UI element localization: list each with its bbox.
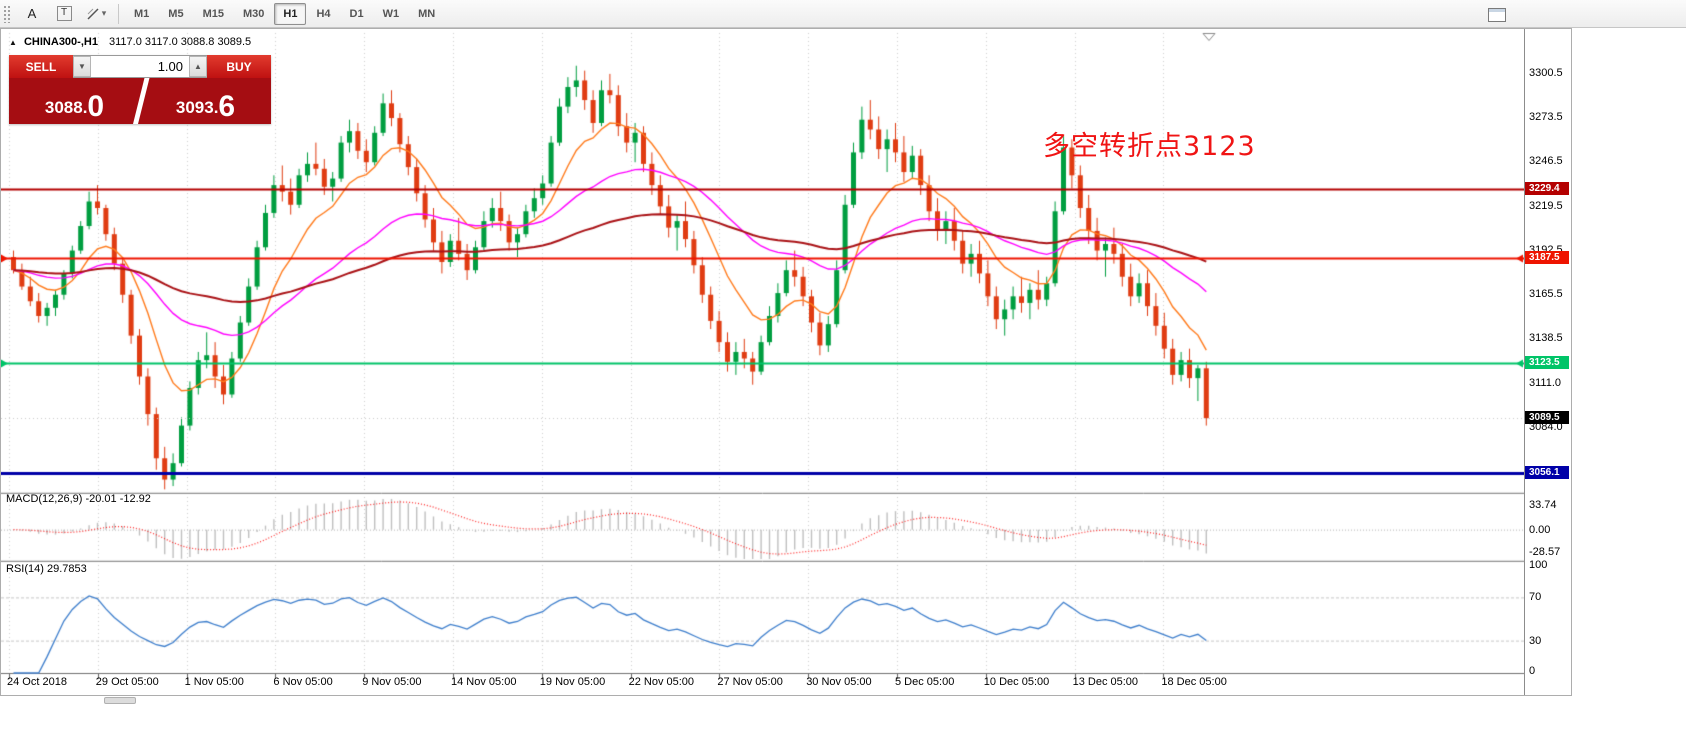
sell-price-main: 3088. xyxy=(44,98,88,117)
chart-annotation: 多空转折点3123 xyxy=(1043,131,1256,162)
buy-price[interactable]: 3093. 6 xyxy=(140,78,271,124)
volume-input[interactable]: 1.00 xyxy=(157,59,183,74)
buy-price-pip: 6 xyxy=(218,89,236,123)
price-tick: 3084.0 xyxy=(1529,421,1563,434)
time-tick-label: 29 Oct 05:00 xyxy=(95,676,159,688)
arrow-tool-label: A xyxy=(27,6,37,21)
trendline-icon xyxy=(87,7,99,20)
macd-min-tick: -28.57 xyxy=(1529,546,1561,558)
bid-ask-display: 3088. 0 3093. 6 xyxy=(9,78,271,124)
time-tick-label: 19 Nov 05:00 xyxy=(539,676,606,688)
chart-window: ▲ CHINA300-,H1 3117.0 3117.0 3088.8 3089… xyxy=(0,28,1572,696)
timeframe-m1[interactable]: M1 xyxy=(134,7,150,20)
chevron-down-icon: ▾ xyxy=(101,8,107,18)
collapse-panel-icon[interactable]: ▲ xyxy=(9,38,17,47)
time-tick-label: 6 Nov 05:00 xyxy=(273,676,333,688)
time-tick-label: 27 Nov 05:00 xyxy=(717,676,783,688)
sell-button[interactable]: SELL xyxy=(9,55,73,78)
price-tick: 3165.5 xyxy=(1529,287,1563,300)
time-tick-label: 9 Nov 05:00 xyxy=(362,676,422,688)
price-scale: 3300.5 3273.5 3246.5 3219.5 3192.5 3165.5 3138… xyxy=(1524,29,1571,695)
timeframe-m15[interactable]: M15 xyxy=(202,7,224,20)
macd-label: MACD(12,26,9) -20.01 -12.92 xyxy=(6,493,151,505)
timeframe-m5[interactable]: M5 xyxy=(168,7,184,20)
sell-price[interactable]: 3088. 0 xyxy=(9,78,140,124)
volume-increase-icon[interactable]: ▲ xyxy=(189,56,207,77)
price-level-badge: 3056.1 xyxy=(1525,465,1569,479)
line-studies-button[interactable]: ▾ xyxy=(80,2,112,26)
timeframe-m30[interactable]: M30 xyxy=(242,7,265,20)
time-tick-label: 13 Dec 05:00 xyxy=(1072,676,1139,688)
timeframe-h1[interactable]: H1 xyxy=(274,2,307,25)
timeframe-h4[interactable]: H4 xyxy=(316,7,331,20)
time-tick-label: 24 Oct 2018 xyxy=(7,676,67,688)
price-tick: 3219.5 xyxy=(1529,199,1563,212)
price-level-badge: 3187.5 xyxy=(1525,250,1569,264)
timeframe-d1[interactable]: D1 xyxy=(349,7,364,20)
arrow-tool-button[interactable]: A xyxy=(16,2,48,26)
window-icon xyxy=(1488,8,1506,22)
price-tick: 3246.5 xyxy=(1529,155,1563,168)
sell-button-label: SELL xyxy=(25,59,57,74)
rsi-level-tick: 30 xyxy=(1529,634,1542,647)
volume-dropdown-icon[interactable]: ▼ xyxy=(73,56,91,77)
one-click-panel: SELL ▼ 1.00 ▲ BUY 3088. 0 3093. xyxy=(9,55,271,124)
price-tick: 3111.0 xyxy=(1529,377,1562,390)
text-tool-button[interactable]: T xyxy=(48,2,80,26)
price-level-badge: 3229.4 xyxy=(1525,182,1569,196)
price-level-badge: 3123.5 xyxy=(1525,355,1569,369)
rsi-label: RSI(14) 29.7853 xyxy=(6,563,87,575)
price-level-badge: 3089.5 xyxy=(1525,411,1569,425)
time-tick-label: 10 Dec 05:00 xyxy=(983,676,1050,688)
chart-canvas[interactable] xyxy=(1,29,1524,695)
time-tick-label: 30 Nov 05:00 xyxy=(806,676,872,688)
price-tick: 3273.5 xyxy=(1529,111,1563,124)
volume-control: ▼ 1.00 ▲ xyxy=(73,55,207,78)
price-tick: 3138.5 xyxy=(1529,332,1563,345)
macd-zero-tick: 0.00 xyxy=(1529,523,1551,536)
time-axis: 24 Oct 2018 29 Oct 05:00 1 Nov 05:00 6 Nov … xyxy=(1,676,1524,692)
time-tick-label: 18 Dec 05:00 xyxy=(1161,676,1227,688)
timeframe-w1[interactable]: W1 xyxy=(382,7,400,20)
sell-price-pip: 0 xyxy=(87,89,105,123)
layout-button[interactable] xyxy=(1481,6,1513,24)
time-tick-label: 5 Dec 05:00 xyxy=(895,676,955,688)
time-tick-label: 22 Nov 05:00 xyxy=(628,676,695,688)
symbol-label: CHINA300-,H1 xyxy=(23,36,98,48)
time-tick-label: 14 Nov 05:00 xyxy=(451,676,517,688)
toolbar-separator xyxy=(118,3,119,24)
rsi-level-tick: 100 xyxy=(1529,559,1548,571)
price-tick: 3300.5 xyxy=(1529,67,1563,80)
chart-info: ▲ CHINA300-,H1 3117.0 3117.0 3088.8 3089… xyxy=(9,36,251,48)
text-tool-icon: T xyxy=(56,6,72,21)
toolbar-grip[interactable] xyxy=(3,4,12,23)
rsi-level-tick: 70 xyxy=(1529,591,1542,604)
timeframe-group: M1 M5 M15 M30 H1 H4 D1 W1 MN xyxy=(125,2,444,25)
macd-max-tick: 33.74 xyxy=(1529,499,1557,511)
timeframe-mn[interactable]: MN xyxy=(418,7,436,20)
toolbar: A T ▾ M1 M5 M15 M30 H1 H4 D1 W1 MN xyxy=(0,0,1686,28)
ohlc-values: 3117.0 3117.0 3088.8 3089.5 xyxy=(109,36,252,48)
time-tick-label: 1 Nov 05:00 xyxy=(184,676,244,688)
hscroll-thumb[interactable] xyxy=(104,697,136,704)
rsi-level-tick: 0 xyxy=(1529,665,1536,677)
buy-button[interactable]: BUY xyxy=(207,55,271,78)
buy-button-label: BUY xyxy=(226,59,252,74)
status-strip xyxy=(0,696,1686,751)
buy-price-main: 3093. xyxy=(175,98,219,117)
